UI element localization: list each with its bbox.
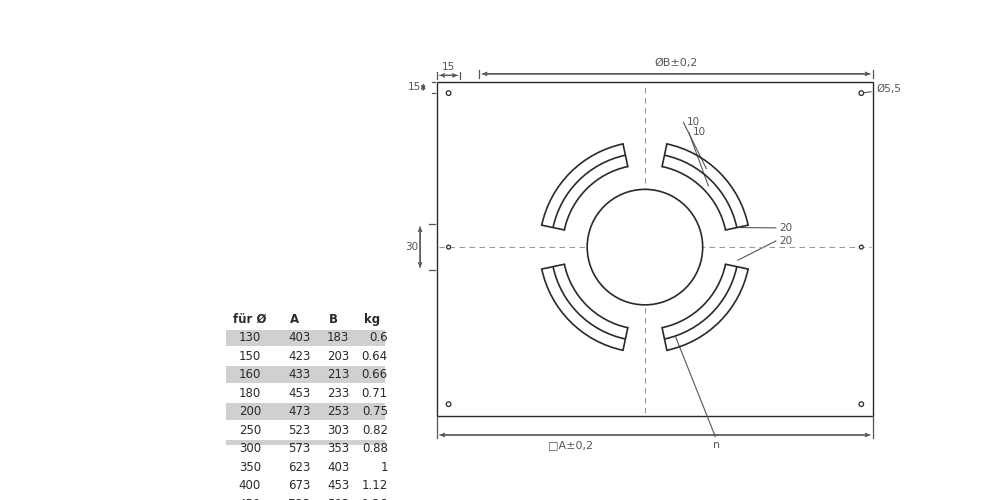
- Text: 20: 20: [780, 236, 793, 246]
- Text: A: A: [290, 313, 299, 326]
- Text: 0.64: 0.64: [362, 350, 388, 363]
- Text: 350: 350: [239, 461, 261, 474]
- Text: 203: 203: [327, 350, 349, 363]
- Text: 1.12: 1.12: [362, 480, 388, 492]
- Text: 213: 213: [327, 368, 349, 382]
- Text: n: n: [713, 440, 720, 450]
- Text: 473: 473: [288, 406, 311, 418]
- Bar: [226, 404, 385, 420]
- Text: 673: 673: [288, 480, 311, 492]
- Text: 250: 250: [239, 424, 261, 437]
- Text: 300: 300: [239, 442, 261, 456]
- Circle shape: [587, 190, 703, 305]
- Text: 0.6: 0.6: [369, 332, 388, 344]
- Bar: [226, 330, 385, 346]
- Bar: [226, 366, 385, 384]
- Text: 303: 303: [327, 424, 349, 437]
- Text: 233: 233: [327, 387, 349, 400]
- Text: 623: 623: [288, 461, 311, 474]
- Circle shape: [446, 402, 451, 406]
- Text: 200: 200: [239, 406, 261, 418]
- Bar: [226, 478, 385, 494]
- Text: □A±0,2: □A±0,2: [548, 440, 593, 450]
- Text: 150: 150: [239, 350, 261, 363]
- Text: 15: 15: [408, 82, 421, 92]
- Text: 353: 353: [327, 442, 349, 456]
- Text: 0.75: 0.75: [362, 406, 388, 418]
- Text: 160: 160: [239, 368, 261, 382]
- Circle shape: [447, 245, 451, 249]
- Text: 1.26: 1.26: [362, 498, 388, 500]
- Text: 403: 403: [289, 332, 311, 344]
- Text: 30: 30: [405, 242, 418, 252]
- Text: 130: 130: [239, 332, 261, 344]
- Text: kg: kg: [364, 313, 380, 326]
- Text: 423: 423: [288, 350, 311, 363]
- Text: 10: 10: [693, 128, 706, 138]
- Text: 0.82: 0.82: [362, 424, 388, 437]
- Text: 0.66: 0.66: [362, 368, 388, 382]
- Text: 0.88: 0.88: [362, 442, 388, 456]
- Text: 453: 453: [289, 387, 311, 400]
- Text: 15: 15: [442, 62, 455, 72]
- Bar: [437, 82, 873, 415]
- Text: Ø5,5: Ø5,5: [864, 84, 902, 94]
- Text: 253: 253: [327, 406, 349, 418]
- Text: B: B: [329, 313, 338, 326]
- Circle shape: [859, 91, 864, 96]
- Text: 523: 523: [289, 424, 311, 437]
- Text: 403: 403: [327, 461, 349, 474]
- Text: 20: 20: [780, 223, 793, 233]
- Text: 433: 433: [289, 368, 311, 382]
- Bar: [226, 440, 385, 458]
- Text: 453: 453: [327, 480, 349, 492]
- Text: für Ø: für Ø: [233, 313, 267, 326]
- Text: 183: 183: [327, 332, 349, 344]
- Text: 723: 723: [288, 498, 311, 500]
- Text: 10: 10: [687, 118, 700, 128]
- Text: ØB±0,2: ØB±0,2: [654, 58, 698, 68]
- Circle shape: [859, 402, 864, 406]
- Text: 503: 503: [327, 498, 349, 500]
- Text: 573: 573: [289, 442, 311, 456]
- Text: 400: 400: [239, 480, 261, 492]
- Text: 1: 1: [380, 461, 388, 474]
- Text: 180: 180: [239, 387, 261, 400]
- Circle shape: [446, 91, 451, 96]
- Text: 450: 450: [239, 498, 261, 500]
- Text: 0.71: 0.71: [362, 387, 388, 400]
- Circle shape: [859, 245, 863, 249]
